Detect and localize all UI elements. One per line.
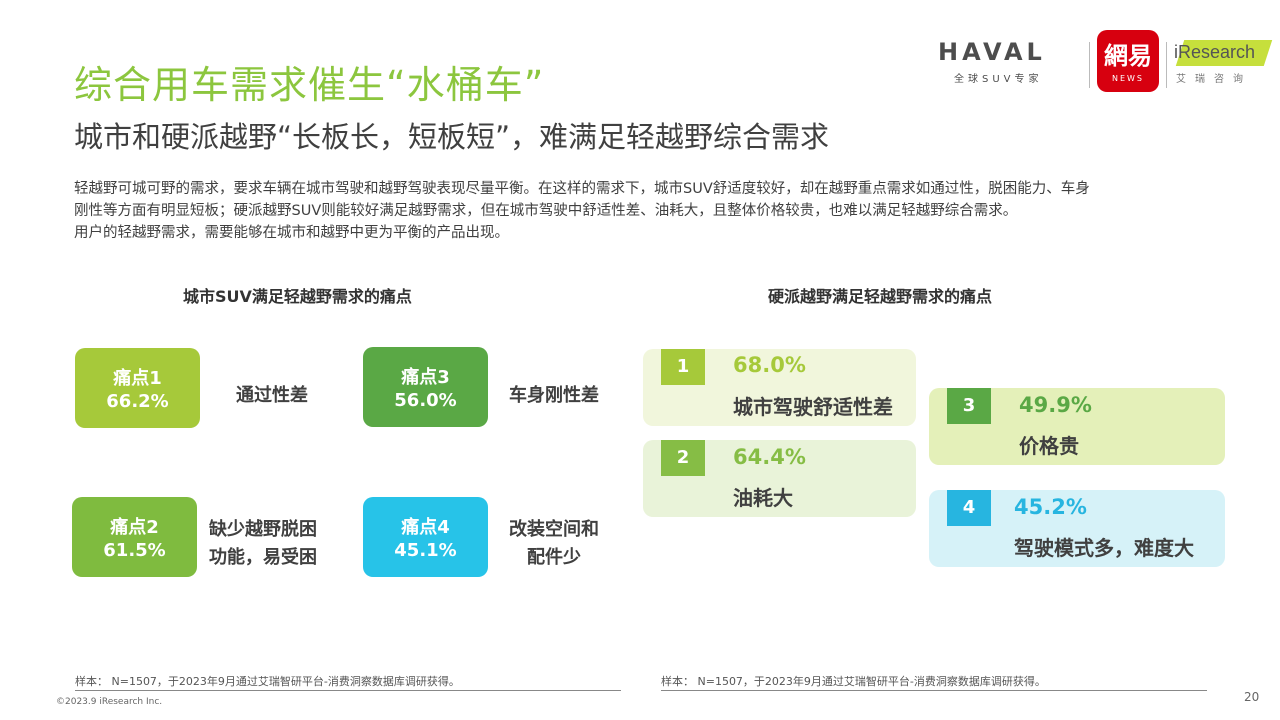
netease-logo: 網易 NEWS [1097,30,1159,92]
pain-point-name: 痛点3 [401,367,450,388]
pain-card-label: 城市驾驶舒适性差 [733,395,893,419]
page-subtitle: 城市和硬派越野“长板长，短板短”，难满足轻越野综合需求 [74,120,830,154]
pain-point-value: 45.1% [394,540,457,561]
pain-card-1: 1 68.0% 城市驾驶舒适性差 [643,349,916,426]
haval-wordmark: HAVAL [938,38,1046,66]
label-line: 通过性差 [236,385,308,406]
page-number: 20 [1244,690,1260,704]
pain-card-label: 价格贵 [1019,434,1079,458]
pain-card-value: 45.2% [1014,495,1087,519]
label-line: 配件少 [527,547,581,568]
netease-tagline: NEWS [1111,74,1145,83]
iresearch-wordmark: iResearch [1174,42,1256,62]
sample-note-right: 样本： N=1507，于2023年9月通过艾瑞智研平台-消费洞察数据库调研获得。 [661,675,1046,688]
footer-rule-right [661,690,1207,691]
footer-rule-left [75,690,621,691]
pain-point-value: 61.5% [103,540,166,561]
pain-card-4: 4 45.2% 驾驶模式多，难度大 [929,490,1225,567]
pain-point-name: 痛点2 [110,517,159,538]
right-panel-title: 硬派越野满足轻越野需求的痛点 [768,287,993,306]
pain-point-value: 66.2% [106,391,169,412]
pain-card-label: 油耗大 [733,486,793,510]
sample-note-left: 样本： N=1507，于2023年9月通过艾瑞智研平台-消费洞察数据库调研获得。 [75,675,460,688]
haval-logo: HAVAL 全球SUV专家 [938,38,1084,86]
label-line: 改装空间和 [509,519,599,540]
page-title: 综合用车需求催生“水桶车” [74,63,545,107]
intro-line: 刚性等方面有明显短板；硬派越野SUV则能较好满足越野需求，但在城市驾驶中舒适性差… [74,203,1018,219]
rank-badge: 2 [661,440,705,476]
rank-badge: 4 [947,490,991,526]
intro-line: 用户的轻越野需求，需要能够在城市和越野中更为平衡的产品出现。 [74,225,509,241]
pain-card-3: 3 49.9% 价格贵 [929,388,1225,465]
pain-point-name: 痛点1 [113,368,162,389]
rank-badge: 1 [661,349,705,385]
copyright: ©2023.9 iResearch Inc. [56,697,163,707]
pain-card-value: 68.0% [733,353,806,377]
intro-line: 轻越野可城可野的需求，要求车辆在城市驾驶和越野驾驶表现尽量平衡。在这样的需求下，… [74,181,1090,197]
label-line: 功能，易受困 [209,547,317,568]
pain-point-tile-3: 痛点3 56.0% [363,347,488,427]
left-panel-title: 城市SUV满足轻越野需求的痛点 [183,287,412,306]
logo-divider [1166,42,1167,88]
intro-paragraph: 轻越野可城可野的需求，要求车辆在城市驾驶和越野驾驶表现尽量平衡。在这样的需求下，… [74,178,1214,244]
pain-card-value: 64.4% [733,445,806,469]
logo-divider [1089,42,1090,88]
pain-card-label: 驾驶模式多，难度大 [1014,536,1194,560]
pain-point-tile-4: 痛点4 45.1% [363,497,488,577]
pain-card-2: 2 64.4% 油耗大 [643,440,916,517]
pain-point-name: 痛点4 [401,517,450,538]
rank-badge: 3 [947,388,991,424]
haval-tagline: 全球SUV专家 [954,74,1043,85]
pain-point-label: 缺少越野脱困 功能，易受困 [203,516,323,572]
pain-point-tile-1: 痛点1 66.2% [75,348,200,428]
pain-point-tile-2: 痛点2 61.5% [72,497,197,577]
label-line: 车身刚性差 [509,385,599,406]
pain-point-label: 改装空间和 配件少 [502,516,606,572]
pain-card-value: 49.9% [1019,393,1092,417]
iresearch-logo: iResearch 艾瑞咨询 [1172,36,1273,86]
pain-point-label: 车身刚性差 [502,382,606,410]
iresearch-tagline: 艾瑞咨询 [1176,74,1252,85]
pain-point-label: 通过性差 [222,382,322,410]
pain-point-value: 56.0% [394,390,457,411]
label-line: 缺少越野脱困 [209,519,317,540]
netease-wordmark: 網易 [1104,41,1152,70]
